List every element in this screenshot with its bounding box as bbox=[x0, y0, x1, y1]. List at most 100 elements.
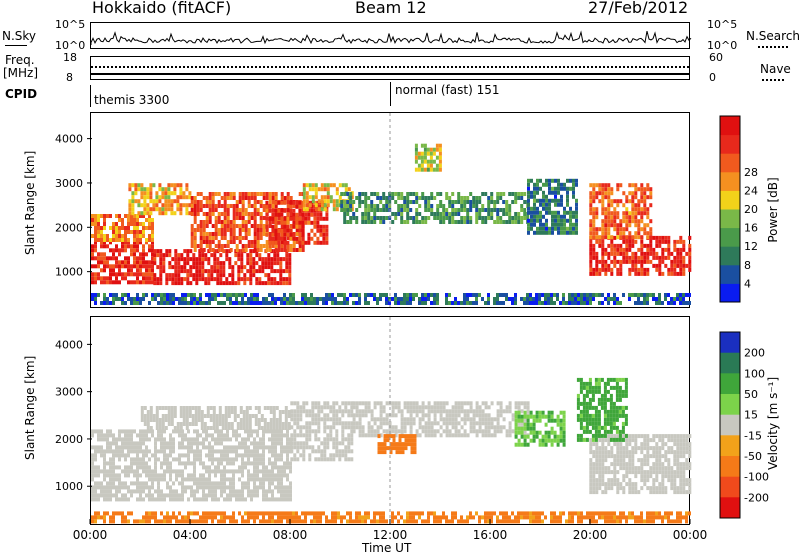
velocity-cell-2 bbox=[302, 453, 305, 457]
power-cell-3 bbox=[177, 261, 180, 265]
velocity-cell-0 bbox=[199, 461, 202, 465]
velocity-cell-1 bbox=[141, 418, 144, 422]
power-cell-4 bbox=[194, 204, 197, 208]
power-cell-12 bbox=[169, 293, 172, 297]
power-cell-0 bbox=[145, 272, 148, 276]
velocity-cell-2 bbox=[323, 437, 326, 441]
power-cell-4 bbox=[242, 208, 245, 212]
power-cell-3 bbox=[216, 261, 219, 265]
power-cell-7 bbox=[415, 216, 418, 220]
velocity-cell-5 bbox=[613, 442, 616, 446]
power-cell-9 bbox=[530, 219, 533, 223]
velocity-cell-2 bbox=[293, 445, 296, 449]
power-cell-3 bbox=[189, 281, 192, 285]
power-cell-3 bbox=[234, 253, 237, 257]
power-cell-3 bbox=[168, 273, 171, 277]
power-cell-1 bbox=[130, 218, 133, 222]
power-cell-12 bbox=[496, 297, 499, 301]
power-cell-11 bbox=[634, 191, 637, 195]
velocity-cell-0 bbox=[139, 457, 142, 461]
power-cell-12 bbox=[670, 301, 673, 305]
velocity-cell-2 bbox=[338, 449, 341, 453]
power-cell-7 bbox=[385, 196, 388, 200]
power-cell-7 bbox=[394, 212, 397, 216]
power-cell-10 bbox=[667, 248, 670, 252]
velocity-cell-1 bbox=[234, 406, 237, 410]
power-cell-1 bbox=[148, 234, 151, 238]
velocity-cell-0 bbox=[97, 473, 100, 477]
velocity-cell-3 bbox=[485, 413, 488, 417]
velocity-cell-5 bbox=[613, 470, 616, 474]
velocity-cell-3 bbox=[437, 405, 440, 409]
power-cell-6 bbox=[303, 195, 306, 199]
power-cell-3 bbox=[183, 249, 186, 253]
velocity-cell-0 bbox=[196, 477, 199, 481]
velocity-cell-0 bbox=[157, 497, 160, 501]
power-cell-4 bbox=[209, 192, 212, 196]
velocity-cell-0 bbox=[127, 465, 130, 469]
power-cell-1 bbox=[115, 214, 118, 218]
power-cell-10 bbox=[634, 264, 637, 268]
power-cell-4 bbox=[227, 240, 230, 244]
velocity-cell-5 bbox=[679, 446, 682, 450]
power-cell-7 bbox=[517, 196, 520, 200]
power-cell-5 bbox=[319, 241, 322, 245]
velocity-cell-0 bbox=[103, 449, 106, 453]
velocity-cell-5 bbox=[604, 486, 607, 490]
velocity-cell-0 bbox=[118, 429, 121, 433]
power-cell-3 bbox=[255, 269, 258, 273]
power-cell-12 bbox=[256, 297, 259, 301]
power-cell-12 bbox=[544, 297, 547, 301]
power-cell-0 bbox=[142, 252, 145, 256]
power-cell-4 bbox=[191, 232, 194, 236]
velocity-cell-5 bbox=[679, 438, 682, 442]
velocity-cell-0 bbox=[277, 437, 280, 441]
velocity-cell-0 bbox=[229, 481, 232, 485]
power-cell-1 bbox=[94, 234, 97, 238]
power-cell-0 bbox=[130, 248, 133, 252]
power-cell-0 bbox=[115, 260, 118, 264]
velocity-cell-0 bbox=[184, 485, 187, 489]
power-cell-3 bbox=[213, 253, 216, 257]
velocity-cell-1 bbox=[285, 418, 288, 422]
power-cell-4 bbox=[212, 212, 215, 216]
power-cell-12 bbox=[364, 297, 367, 301]
velocity-cell-6 bbox=[518, 419, 521, 423]
power-cell-11 bbox=[595, 195, 598, 199]
velocity-cell-1 bbox=[225, 426, 228, 430]
power-cell-12 bbox=[688, 301, 691, 305]
velocity-cell-0 bbox=[163, 477, 166, 481]
velocity-cell-3 bbox=[467, 417, 470, 421]
power-cell-3 bbox=[186, 281, 189, 285]
power-cell-0 bbox=[130, 244, 133, 248]
velocity-cell-0 bbox=[160, 433, 163, 437]
power-cell-0 bbox=[145, 260, 148, 264]
power-cell-3 bbox=[228, 261, 231, 265]
power-cell-10 bbox=[622, 248, 625, 252]
power-cell-7 bbox=[400, 208, 403, 212]
velocity-cell-5 bbox=[643, 470, 646, 474]
power-cell-0 bbox=[139, 272, 142, 276]
power-cell-2 bbox=[137, 203, 140, 207]
velocity-cell-3 bbox=[365, 405, 368, 409]
power-cell-3 bbox=[219, 253, 222, 257]
nsky-legend-line bbox=[5, 45, 27, 46]
power-cell-12 bbox=[184, 297, 187, 301]
power-cell-9 bbox=[551, 211, 554, 215]
power-cell-11 bbox=[607, 223, 610, 227]
power-cell-12 bbox=[253, 293, 256, 297]
velocity-cell-5 bbox=[649, 474, 652, 478]
velocity-cell-3 bbox=[470, 429, 473, 433]
velocity-cell-0 bbox=[136, 485, 139, 489]
power-cell-7 bbox=[466, 200, 469, 204]
power-cell-3 bbox=[174, 249, 177, 253]
power-cell-5 bbox=[325, 241, 328, 245]
power-cell-12 bbox=[172, 297, 175, 301]
power-cell-11 bbox=[613, 219, 616, 223]
power-cell-3 bbox=[201, 273, 204, 277]
power-cell-3 bbox=[168, 253, 171, 257]
power-cell-4 bbox=[281, 244, 284, 248]
velocity-cell-0 bbox=[181, 481, 184, 485]
power-cell-10 bbox=[688, 244, 691, 248]
power-cell-10 bbox=[601, 244, 604, 248]
